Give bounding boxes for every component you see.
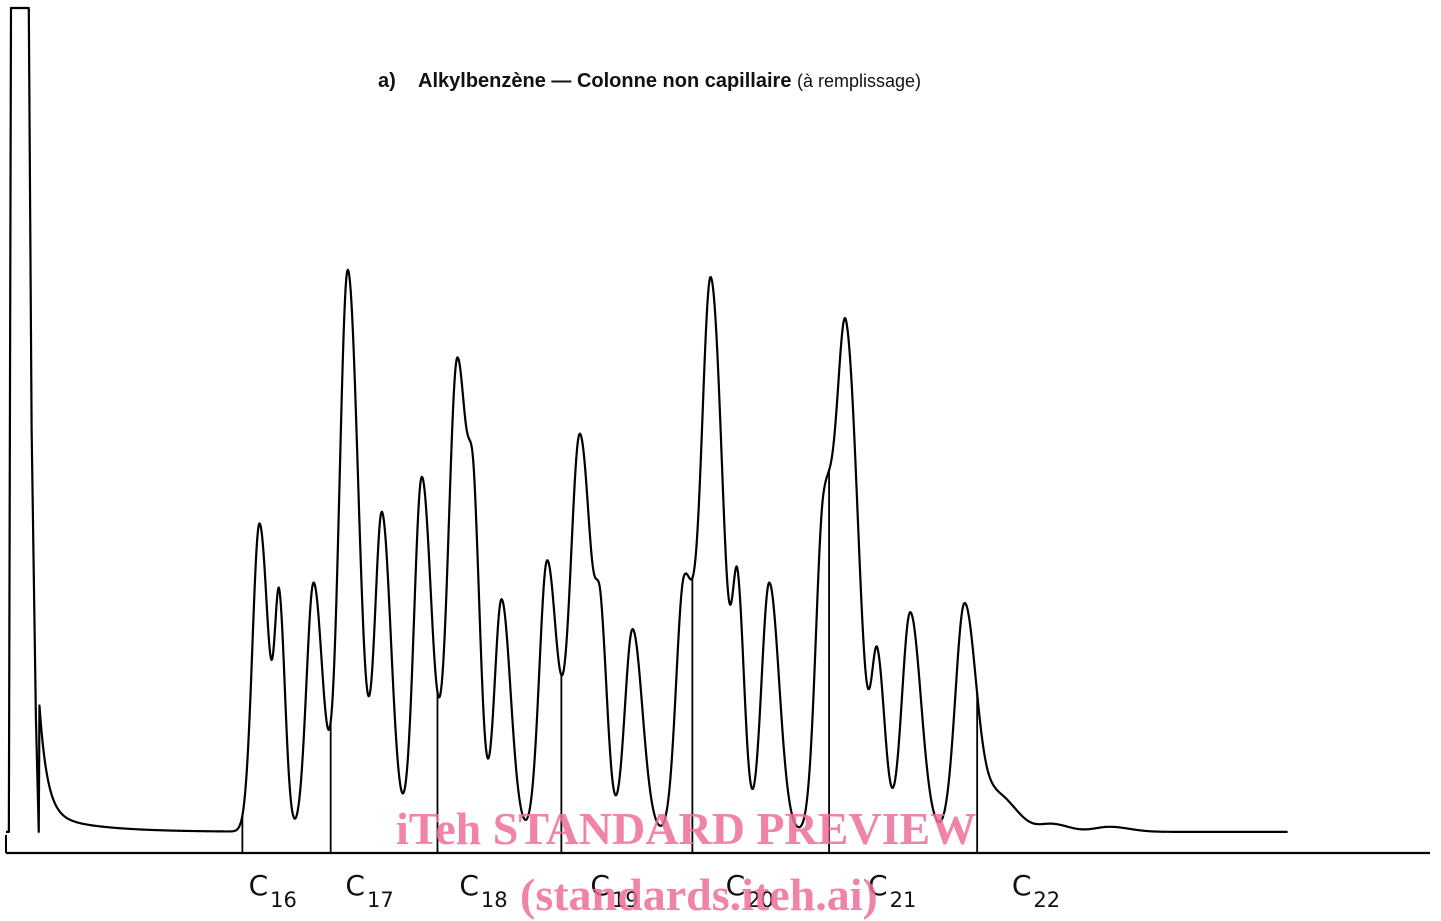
axes <box>5 835 1430 855</box>
title-normal-text: (à remplissage) <box>797 71 922 91</box>
carbon-label-letter: C <box>725 869 746 902</box>
watermark-line1: iTeh STANDARD PREVIEW <box>396 803 977 854</box>
carbon-label-subscript: 16 <box>270 888 297 912</box>
carbon-label-c21: C21 <box>868 869 916 911</box>
carbon-label-letter: C <box>868 869 888 902</box>
chart-title: a) Alkylbenzène — Colonne non capillaire… <box>378 70 921 93</box>
title-prefix: a) <box>378 70 396 92</box>
carbon-label-c20: C20 <box>725 869 774 911</box>
carbon-label-c22: C22 <box>1011 869 1060 911</box>
peak-cut-markers <box>241 470 979 853</box>
title-bold-text: Alkylbenzène — Colonne non capillaire <box>418 70 792 92</box>
carbon-label-c17: C17 <box>345 869 393 911</box>
carbon-label-letter: C <box>459 869 479 902</box>
carbon-label-letter: C <box>345 869 365 902</box>
carbon-label-subscript: 21 <box>889 888 917 912</box>
carbon-label-letter: C <box>590 869 610 902</box>
carbon-label-subscript: 22 <box>1033 888 1061 912</box>
carbon-label-letter: C <box>248 869 269 902</box>
carbon-label-c16: C16 <box>248 869 297 911</box>
carbon-label-c18: C18 <box>459 869 507 911</box>
chromatogram-trace <box>6 6 1288 833</box>
carbon-label-subscript: 20 <box>747 888 774 912</box>
signal-line <box>6 6 1288 833</box>
carbon-label-subscript: 19 <box>611 888 639 912</box>
carbon-label-c19: C19 <box>590 869 638 911</box>
carbon-label-subscript: 18 <box>480 888 508 912</box>
carbon-label-subscript: 17 <box>366 888 394 912</box>
watermark-line2: (standards.iteh.ai) <box>520 869 878 920</box>
carbon-label-letter: C <box>1011 869 1032 902</box>
